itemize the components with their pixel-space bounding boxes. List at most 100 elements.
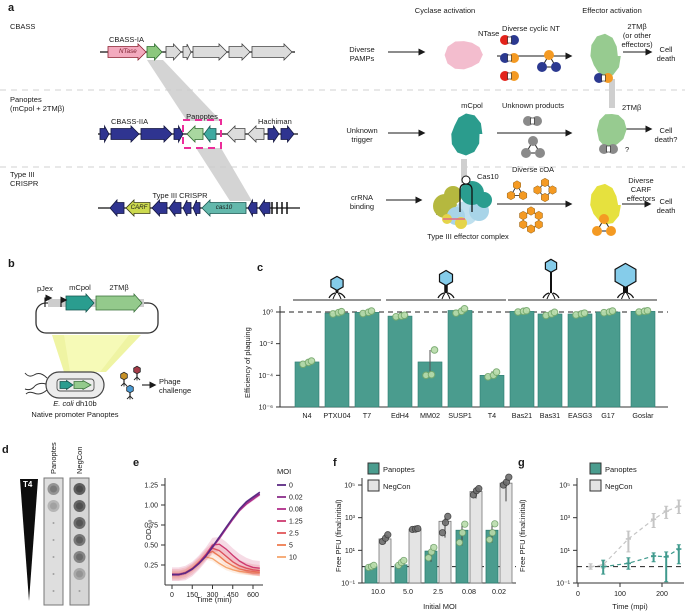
label-diverse-carf-effectors: Diverse CARF effectors: [626, 176, 656, 203]
plaque-spot: [47, 500, 60, 512]
f-legend-swatch-Panoptes: [367, 462, 380, 475]
bar-Bas31: [537, 313, 563, 408]
f-point-Panoptes: [491, 520, 499, 528]
f-point-Panoptes: [424, 554, 433, 562]
gene-arrow: [146, 42, 163, 62]
e-xtick-label: 450: [227, 592, 239, 599]
plaque-spot: [73, 483, 86, 495]
plaque-speck: [52, 590, 55, 592]
plaque-spot-core: [76, 553, 83, 561]
panel-b-art: [24, 292, 159, 400]
coa-hexagon: [541, 177, 549, 188]
plaque-spot: [47, 483, 60, 495]
c-category-label: SUSP1: [448, 411, 472, 420]
myovirus-phage-leg: [447, 292, 455, 299]
label-2tmb-gene: 2TMβ: [109, 283, 129, 292]
spot-strip-panoptes: [43, 477, 64, 606]
gene-arrow: [247, 198, 258, 218]
coa-hexagon: [519, 190, 527, 201]
phage-legs: [126, 395, 134, 400]
f-point-Panoptes: [430, 543, 438, 552]
bar-Bas21: [509, 311, 535, 408]
bar-Goslar: [630, 311, 656, 408]
e-band-moi-5: [172, 547, 260, 579]
gene-arrow: [151, 198, 168, 218]
f-point-NegCon: [384, 531, 392, 539]
protein-blob: [590, 183, 621, 225]
protein-blob: [590, 33, 621, 77]
f-category-label: 5.0: [403, 587, 413, 596]
protein-blob: [596, 114, 627, 148]
myovirus-phage-leg: [446, 292, 451, 300]
header-effector-activation: Effector activation: [582, 6, 642, 15]
gene-arrow: [192, 43, 228, 61]
panel-a-art: [0, 33, 685, 236]
g-legend-label: Panoptes: [605, 465, 637, 474]
e-ytick-label: 1.25: [144, 483, 158, 490]
jumbo-phage-leg: [626, 292, 630, 300]
f-category-label: 0.08: [462, 587, 476, 596]
siphovirus-phage-tail: [550, 271, 552, 293]
gene-arrow: [59, 379, 74, 391]
panel-letter-g: g: [518, 457, 525, 469]
c-category-label: T4: [488, 411, 496, 420]
gene-arrow: [228, 43, 251, 61]
label-mcpol-gene: mCpol: [69, 283, 91, 292]
datapoint-MM02: [430, 346, 439, 354]
datapoint-EdH4: [400, 311, 409, 320]
bar-EdH4: [387, 315, 413, 408]
ecoli-strain: dh10b: [73, 399, 97, 408]
complex-subunit: [455, 217, 467, 229]
gene-arrow: [140, 125, 173, 143]
label-pjex: pJex: [37, 284, 53, 293]
coa-hexagon: [534, 219, 543, 230]
e-legend-label: 10: [289, 555, 297, 562]
nt-linker: [507, 36, 512, 44]
d-column-negcon: NegCon: [75, 446, 84, 474]
f-ylabel: Free PFU (final:initial): [334, 499, 343, 572]
f-point-NegCon: [438, 529, 447, 537]
nt-circle: [544, 50, 554, 60]
datapoint-EASG3: [580, 309, 589, 317]
myovirus-phage-head-icon: [438, 269, 454, 287]
podovirus-phage-leg: [338, 292, 346, 299]
complex-subunit: [476, 192, 492, 208]
e-legend-label: 1.25: [289, 519, 303, 526]
panel-letter-b: b: [8, 258, 15, 270]
nt-linker: [530, 117, 535, 125]
protein-blob: [444, 41, 483, 70]
plaque-spot-core: [76, 570, 83, 578]
f-point-Panoptes: [400, 556, 408, 565]
e-ytick-label: 0.75: [144, 523, 158, 530]
label-ntase-protein: NTase: [478, 29, 500, 38]
datapoint-Bas31: [550, 308, 559, 317]
podovirus-phage-head-icon: [330, 275, 344, 292]
podovirus-phage-leg: [332, 292, 337, 300]
e-legend-label: 0: [289, 483, 293, 490]
homology-ribbon: [196, 148, 252, 201]
gene-arrow: [203, 124, 217, 144]
system-label-cbass: CBASS: [10, 22, 36, 31]
siphovirus-phage-leg: [542, 292, 550, 299]
panel-letter-a: a: [8, 2, 15, 14]
siphovirus-phage-leg: [551, 292, 556, 300]
myovirus-phage-leg: [441, 292, 446, 300]
label-ecoli-host: E. coli dh10b: [53, 399, 96, 408]
g-legend-swatch-NegCon: [589, 479, 602, 492]
gene-label-cas10: cas10: [215, 204, 233, 211]
system-label-type3: Type III CRISPR: [10, 170, 39, 188]
gene-arrow: [186, 125, 204, 143]
bar-PTXU04: [324, 312, 350, 408]
datapoint-T7: [367, 307, 376, 315]
e-legend-title: MOI: [277, 467, 291, 476]
coa-hexagon: [519, 219, 528, 230]
e-band-moi-1.25: [172, 537, 260, 581]
nt-linker: [606, 145, 611, 153]
phage-icon: [133, 365, 141, 375]
gene-arrow: [107, 43, 147, 61]
e-legend-label: 5: [289, 543, 293, 550]
jumbo-phage-leg: [621, 292, 625, 300]
protein-blob: [451, 113, 483, 156]
siphovirus-phage-leg: [546, 292, 551, 300]
